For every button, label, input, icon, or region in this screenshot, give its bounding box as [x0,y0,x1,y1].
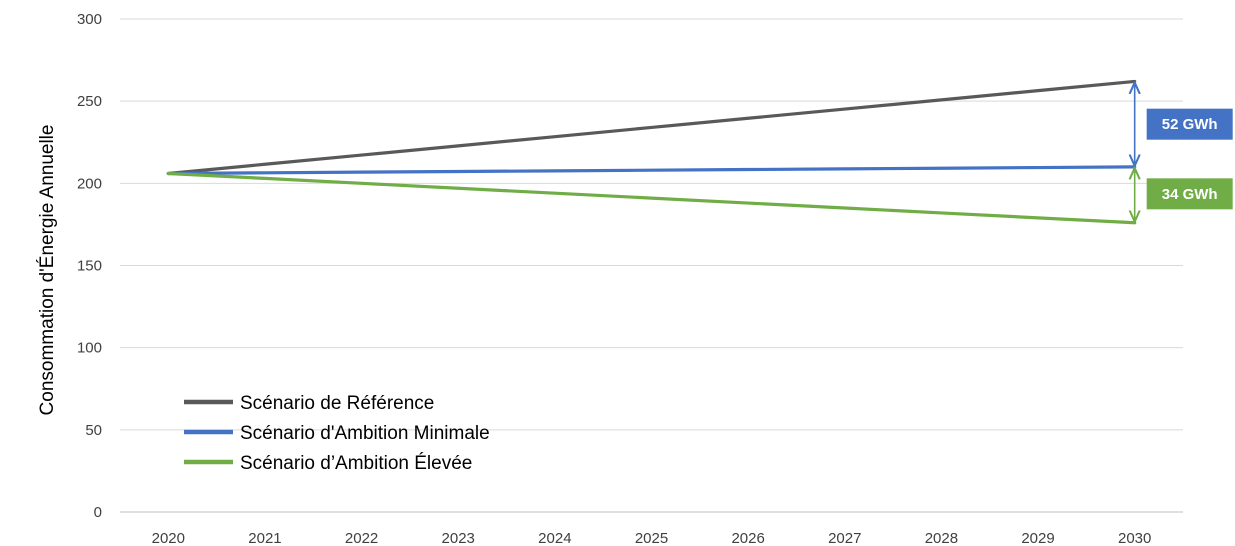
x-tick-label: 2024 [538,530,571,546]
x-tick-label: 2027 [828,530,861,546]
series-line-2 [166,171,1137,225]
x-tick-label: 2020 [152,530,185,546]
annotation-label-1: 34 GWh [1162,186,1218,203]
x-tick-label: 2029 [1021,530,1054,546]
x-tick-label: 2023 [442,530,475,546]
x-tick-label: 2026 [731,530,764,546]
legend-label-0: Scénario de Référence [240,393,434,414]
y-tick-label: 300 [77,11,102,28]
y-tick-label: 250 [77,93,102,110]
y-tick-label: 50 [85,422,102,439]
y-tick-label: 200 [77,175,102,192]
y-tick-label: 150 [77,258,102,275]
x-tick-label: 2025 [635,530,668,546]
y-axis-title: Consommation d'Énergie Annuelle [37,125,58,416]
y-axis-ticks: 0 50 100 150 200 250 300 [77,11,102,521]
annotation-box-1 [1146,178,1233,210]
x-tick-label: 2021 [248,530,281,546]
y-tick-label: 100 [77,340,102,357]
legend-label-1: Scénario d'Ambition Minimale [240,423,490,444]
series-line-1 [166,165,1137,176]
annotation-box-0 [1146,108,1233,140]
series-line-0 [166,79,1137,176]
gap-annotations: 52 GWh 34 GWh [1135,82,1233,221]
x-tick-label: 2028 [925,530,958,546]
x-tick-label: 2030 [1118,530,1151,546]
x-axis-ticks: 2020 2021 2022 2023 2024 2025 2026 2027 2028 2029… [152,530,1152,546]
legend: Scénario de Référence Scénario d'Ambition… [184,393,490,474]
y-tick-label: 0 [94,504,102,521]
annotation-label-0: 52 GWh [1162,116,1218,133]
series-lines [166,79,1137,225]
gridlines [120,18,1183,513]
x-tick-label: 2022 [345,530,378,546]
legend-label-2: Scénario d’Ambition Élevée [240,453,472,474]
